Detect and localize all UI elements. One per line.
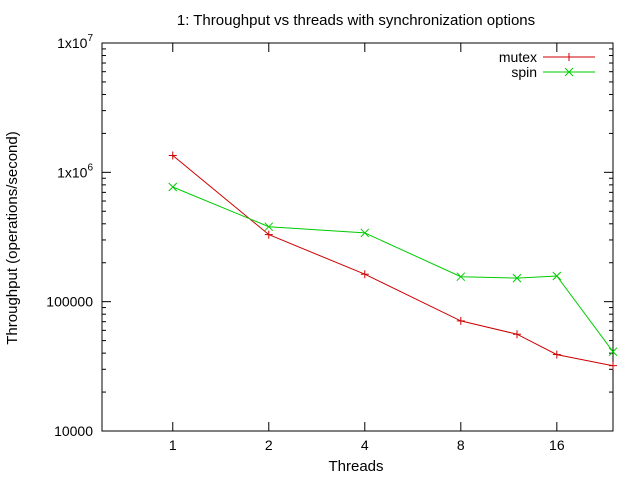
y-tick-label-base: 1x10: [57, 35, 88, 51]
x-tick-label: 4: [361, 437, 369, 453]
chart-title: 1: Throughput vs threads with synchroniz…: [177, 12, 535, 29]
series-spin: [168, 182, 618, 357]
data-point-spin: [512, 273, 522, 283]
y-tick-label: 1x106: [57, 162, 93, 180]
x-axis-label: Threads: [328, 458, 383, 475]
data-point-mutex: [168, 151, 177, 160]
data-point-mutex: [456, 316, 465, 325]
y-tick-label-exponent: 6: [87, 162, 93, 173]
series-mutex: [168, 151, 617, 370]
x-tick-label: 2: [265, 437, 273, 453]
series-layer: [168, 151, 618, 370]
x-tick-label: 8: [457, 437, 465, 453]
x-tick-label: 16: [549, 437, 565, 453]
y-tick-label: 10000: [54, 423, 93, 439]
data-point-mutex: [264, 230, 273, 239]
y-tick-label-exponent: 7: [87, 33, 93, 44]
data-point-mutex: [360, 270, 369, 279]
legend-label-spin: spin: [511, 64, 537, 80]
data-point-spin: [168, 182, 178, 192]
plot-frame: [101, 42, 614, 432]
y-tick-label-base: 1x10: [57, 164, 88, 180]
series-line-mutex: [172, 155, 614, 367]
legend-label-mutex: mutex: [499, 49, 537, 65]
data-point-spin: [456, 272, 466, 282]
data-point-spin: [552, 271, 562, 281]
data-point-mutex: [552, 350, 561, 359]
y-tick-label-base: 10000: [54, 423, 93, 439]
y-tick-label-base: 100000: [46, 294, 93, 310]
y-tick-label: 1x107: [57, 33, 93, 51]
y-axis-label: Throughput (operations/second): [4, 131, 21, 344]
data-point-spin: [360, 228, 370, 238]
legend-marker-mutex: [565, 53, 573, 61]
x-tick-label: 1: [169, 437, 177, 453]
data-point-spin: [264, 222, 274, 232]
data-point-mutex: [512, 330, 521, 339]
data-point-mutex: [609, 361, 617, 370]
data-point-spin: [608, 347, 618, 357]
y-tick-label: 100000: [46, 294, 93, 310]
series-line-spin: [172, 186, 614, 352]
legend-marker-spin: [564, 67, 574, 77]
